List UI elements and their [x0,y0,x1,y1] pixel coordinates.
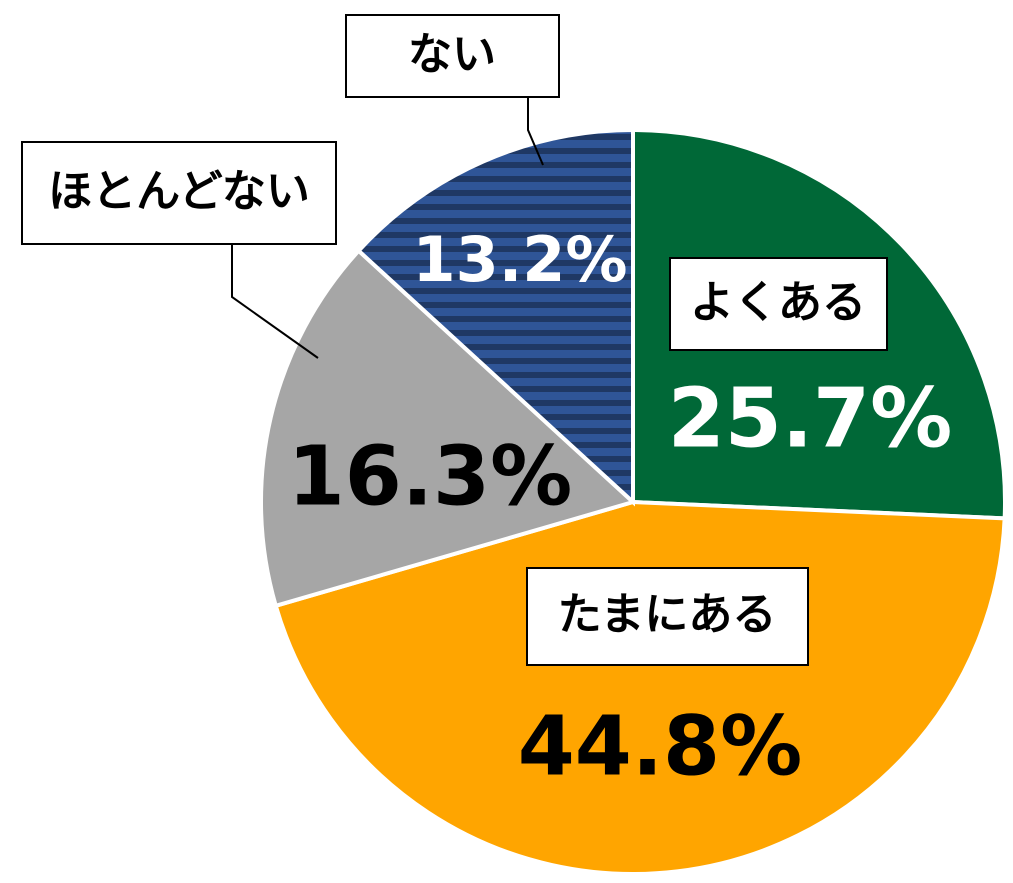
value-label: 13.2% [412,223,627,296]
label-box [669,257,888,351]
category-label: ない [408,29,496,80]
label-box [345,14,560,98]
label-box [526,567,809,666]
label-box [21,141,337,245]
pie-slice [273,499,1007,876]
leader-line [527,97,544,166]
category-label: ほとんどない [48,166,310,217]
leader-line [231,244,319,359]
pie-slice [355,127,635,507]
value-label: 25.7% [668,371,952,466]
pie-slice [259,247,637,609]
category-label: よくある [690,277,866,328]
value-label: 16.3% [288,429,572,524]
category-label: たまにある [558,589,777,640]
value-label: 44.8% [518,699,802,794]
